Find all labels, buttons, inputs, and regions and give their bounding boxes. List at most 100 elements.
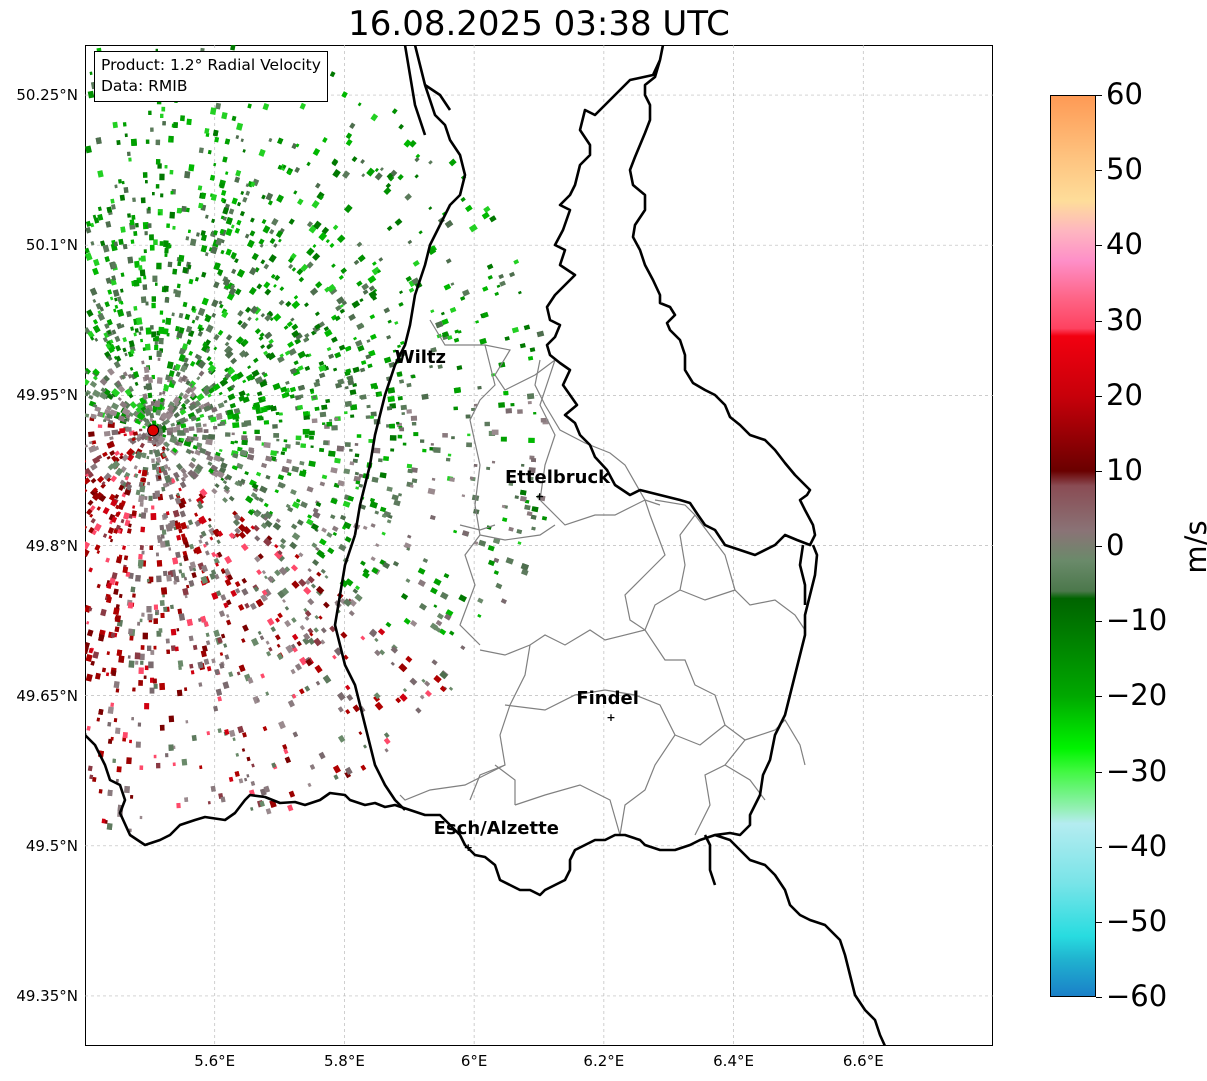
- echo-pixel: [117, 396, 122, 402]
- echo-pixel: [265, 640, 270, 645]
- echo-pixel: [390, 646, 399, 654]
- echo-pixel: [120, 374, 126, 380]
- echo-pixel: [399, 427, 405, 432]
- echo-pixel: [296, 519, 304, 526]
- echo-pixel: [106, 596, 112, 604]
- echo-pixel: [322, 422, 326, 425]
- echo-pixel: [217, 696, 222, 702]
- echo-pixel: [304, 302, 309, 308]
- echo-pixel: [331, 159, 339, 167]
- echo-pixel: [139, 442, 145, 449]
- echo-pixel: [221, 310, 229, 319]
- echo-pixel: [354, 453, 360, 458]
- echo-pixel: [99, 392, 108, 400]
- echo-pixel: [85, 473, 89, 478]
- echo-pixel: [460, 196, 466, 203]
- echo-pixel: [111, 429, 119, 436]
- echo-pixel: [349, 122, 356, 130]
- echo-pixel: [130, 138, 137, 146]
- echo-pixel: [209, 572, 216, 580]
- echo-pixel: [268, 138, 273, 143]
- echo-pixel: [92, 776, 97, 783]
- echo-pixel: [97, 213, 104, 221]
- echo-pixel: [310, 523, 319, 531]
- echo-pixel: [325, 398, 331, 404]
- echo-pixel: [408, 287, 415, 293]
- echo-pixel: [210, 406, 218, 413]
- echo-pixel: [159, 173, 165, 181]
- echo-pixel: [284, 756, 291, 764]
- echo-pixel: [265, 474, 271, 480]
- echo-pixel: [150, 127, 154, 132]
- echo-pixel: [269, 237, 276, 245]
- echo-pixel: [289, 394, 295, 399]
- echo-pixel: [219, 662, 225, 669]
- echo-pixel: [355, 480, 361, 485]
- echo-pixel: [132, 197, 136, 202]
- echo-pixel: [293, 295, 299, 300]
- echo-pixel: [261, 194, 266, 200]
- echo-pixel: [523, 324, 531, 331]
- echo-pixel: [176, 421, 181, 426]
- radar-map[interactable]: [85, 45, 993, 1046]
- echo-pixel: [161, 529, 167, 535]
- echo-pixel: [415, 153, 421, 159]
- echo-pixel: [166, 332, 170, 337]
- echo-pixel: [240, 543, 249, 552]
- echo-pixel: [177, 261, 182, 267]
- echo-pixel: [272, 522, 282, 531]
- echo-pixel: [109, 538, 114, 543]
- echo-pixel: [113, 607, 120, 616]
- echo-pixel: [248, 267, 257, 276]
- echo-pixel: [370, 113, 379, 122]
- echo-pixel: [227, 282, 235, 291]
- echo-pixel: [117, 385, 126, 393]
- echo-pixel: [353, 336, 357, 341]
- echo-pixel: [287, 699, 295, 708]
- echo-pixel: [441, 318, 449, 325]
- echo-pixel: [345, 684, 351, 691]
- echo-pixel: [368, 285, 376, 292]
- echo-pixel: [231, 115, 237, 122]
- echo-pixel: [309, 435, 314, 440]
- echo-pixel: [139, 269, 146, 277]
- echo-pixel: [179, 406, 185, 412]
- echo-pixel: [366, 404, 371, 409]
- echo-pixel: [343, 598, 352, 607]
- echo-pixel: [379, 472, 387, 479]
- city-marker: +: [463, 840, 473, 854]
- echo-pixel: [403, 139, 412, 148]
- echo-pixel: [303, 632, 311, 641]
- colorbar-tick: [1096, 470, 1102, 472]
- echo-pixel: [200, 230, 206, 237]
- echo-pixel: [263, 263, 270, 270]
- echo-pixel: [282, 598, 286, 604]
- echo-pixel: [332, 764, 341, 774]
- echo-pixel: [370, 411, 377, 417]
- echo-pixel: [289, 386, 297, 393]
- echo-pixel: [144, 374, 150, 381]
- echo-pixel: [170, 478, 176, 484]
- velocity-colorbar: [1050, 95, 1096, 997]
- echo-pixel: [259, 332, 265, 338]
- echo-pixel: [127, 213, 131, 218]
- echo-pixel: [185, 525, 190, 530]
- echo-pixel: [119, 400, 128, 409]
- echo-pixel: [86, 629, 94, 637]
- echo-pixel: [241, 638, 246, 643]
- echo-pixel: [331, 425, 338, 431]
- echo-pixel: [430, 347, 437, 353]
- echo-pixel: [213, 333, 220, 341]
- echo-pixel: [238, 778, 244, 784]
- echo-pixel: [529, 476, 534, 481]
- echo-pixel: [175, 477, 180, 482]
- echo-pixel: [251, 763, 255, 768]
- echo-pixel: [291, 330, 300, 338]
- echo-pixel: [258, 238, 265, 246]
- echo-pixel: [196, 427, 203, 433]
- echo-pixel: [193, 436, 199, 441]
- echo-pixel: [119, 452, 124, 457]
- echo-pixel: [304, 333, 310, 339]
- echo-pixel: [112, 758, 117, 763]
- echo-pixel: [285, 644, 294, 654]
